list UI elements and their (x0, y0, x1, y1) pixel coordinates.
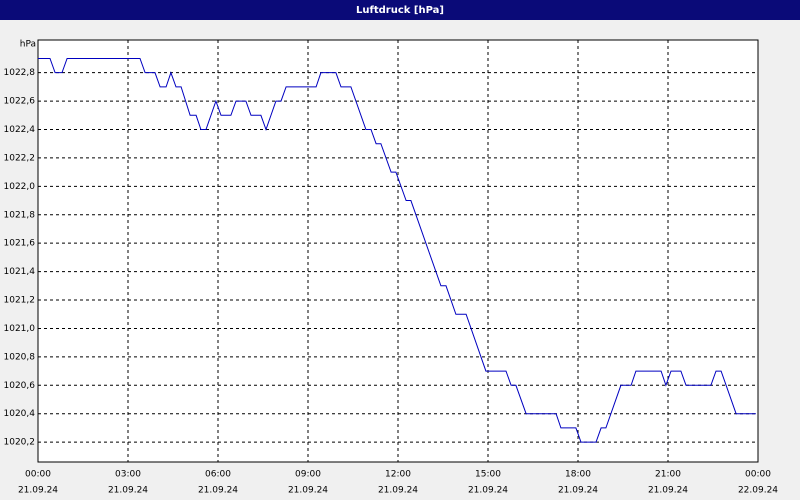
x-tick-date: 21.09.24 (648, 486, 688, 496)
y-tick-label: 1021,0 (4, 324, 36, 334)
x-tick-label: 00:00 (745, 470, 771, 480)
x-tick-label: 15:00 (475, 470, 501, 480)
y-tick-label: 1022,2 (4, 153, 36, 163)
x-tick-date: 21.09.24 (18, 486, 58, 496)
y-tick-label: 1022,8 (4, 68, 36, 78)
x-tick-label: 18:00 (565, 470, 591, 480)
y-tick-label: 1021,6 (4, 239, 36, 249)
y-tick-label: 1020,6 (4, 381, 36, 391)
y-tick-label: 1022,0 (4, 182, 36, 192)
x-tick-date: 21.09.24 (108, 486, 148, 496)
x-tick-date: 21.09.24 (378, 486, 418, 496)
x-tick-label: 03:00 (115, 470, 141, 480)
y-tick-label: 1021,2 (4, 296, 36, 306)
x-tick-label: 12:00 (385, 470, 411, 480)
title-bar (0, 0, 800, 20)
y-tick-label: 1022,6 (4, 97, 36, 107)
chart-title: Luftdruck [hPa] (356, 5, 444, 16)
x-tick-label: 09:00 (295, 470, 321, 480)
y-tick-label: 1022,4 (4, 125, 36, 135)
y-tick-label: 1021,8 (4, 210, 36, 220)
x-tick-label: 06:00 (205, 470, 231, 480)
x-tick-date: 22.09.24 (738, 486, 778, 496)
line (38, 57, 756, 443)
x-tick-date: 21.09.24 (468, 486, 508, 496)
y-tick-label: 1020,2 (4, 438, 36, 448)
x-tick-label: 00:00 (25, 470, 51, 480)
x-tick-label: 21:00 (655, 470, 681, 480)
plot-border (37, 39, 759, 463)
y-tick-label: 1020,8 (4, 352, 36, 362)
y-tick-label: 1021,4 (4, 267, 36, 277)
x-tick-date: 21.09.24 (558, 486, 598, 496)
x-tick-date: 21.09.24 (288, 486, 328, 496)
y-unit: hPa (20, 40, 36, 50)
y-tick-label: 1020,4 (4, 409, 36, 419)
x-tick-date: 21.09.24 (198, 486, 238, 496)
